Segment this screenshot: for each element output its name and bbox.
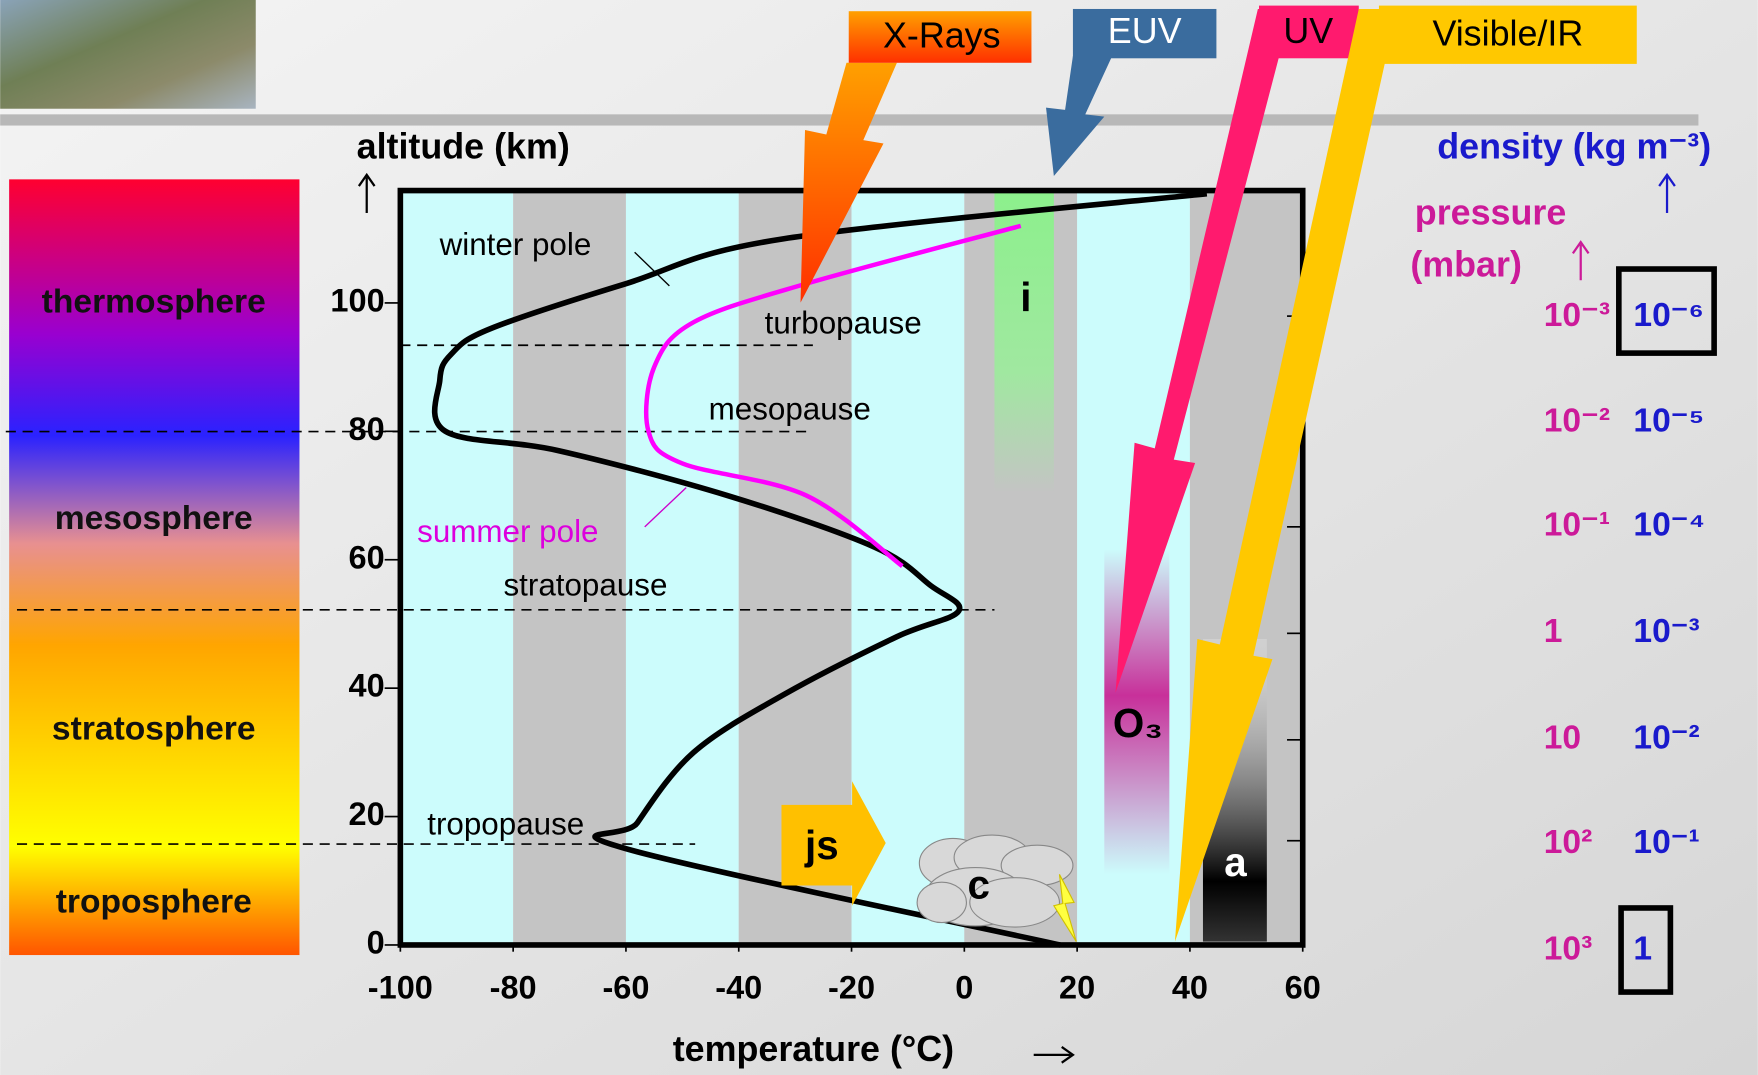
x-tick-label: 60 (1285, 969, 1321, 1005)
marker-label: a (1224, 839, 1247, 885)
annotation: tropopause (427, 806, 584, 841)
axis-arrow-head (357, 172, 376, 187)
radiation-box (848, 11, 1032, 63)
cloud-part (969, 877, 1061, 928)
density-level: 10⁻³ (1633, 613, 1699, 650)
marker-label: i (1020, 274, 1031, 320)
radiation-label: Visible/IR (1432, 13, 1583, 53)
marker-label: O₃ (1113, 700, 1163, 746)
leader (634, 251, 670, 287)
stripe (400, 190, 514, 945)
pressure-level: 10⁻³ (1544, 297, 1610, 334)
radiation-arrow (1174, 8, 1397, 942)
x-axis-title: temperature (°C) (673, 1029, 954, 1069)
x-tick-label: 40 (1172, 969, 1208, 1005)
radiation-box (1259, 5, 1359, 59)
cloud (916, 834, 1074, 928)
layer-label: thermosphere (42, 284, 266, 321)
annotation: turbopause (765, 305, 922, 340)
pressure-level: 10² (1544, 824, 1593, 861)
y-tick-label: 40 (349, 668, 385, 704)
density-title: density (kg m⁻³) (1437, 127, 1711, 167)
stripe (625, 190, 739, 945)
pressure-level: 10⁻² (1544, 402, 1610, 439)
radiation-arrow (1046, 56, 1113, 176)
highlight-box (1618, 905, 1674, 995)
pressure-title: (mbar) (1410, 244, 1522, 284)
highlight-box (1616, 266, 1717, 356)
y-tick-label: 100 (330, 282, 384, 318)
cloud-part (916, 881, 967, 924)
x-tick-label: 20 (1059, 969, 1095, 1005)
radiation-label: X-Rays (883, 16, 1001, 56)
pressure-level: 10⁻¹ (1544, 507, 1610, 544)
annotation: stratopause (503, 568, 667, 603)
density-level: 1 (1633, 930, 1652, 967)
x-tick-label: -40 (715, 969, 762, 1005)
layer-label: stratosphere (52, 711, 256, 748)
radiation-box (1072, 8, 1217, 59)
x-tick-label: 0 (955, 969, 973, 1005)
density-level: 10⁻² (1633, 720, 1699, 757)
x-tick-label: -100 (368, 969, 433, 1005)
pressure-level: 10 (1544, 720, 1581, 757)
radiation-box (1378, 5, 1637, 64)
y-tick-label: 80 (349, 411, 385, 447)
x-tick-label: -60 (602, 969, 649, 1005)
axis-arrow-head (1061, 1046, 1075, 1064)
pressure-title: pressure (1415, 193, 1567, 233)
y-axis-title: altitude (km) (357, 127, 570, 167)
y-tick-label: 60 (349, 539, 385, 575)
annotation: mesopause (709, 392, 871, 427)
series-label: winter pole (439, 227, 592, 262)
density-level: 10⁻⁶ (1633, 297, 1704, 334)
jet-stream-arrow (781, 781, 886, 906)
density-level: 10⁻¹ (1633, 824, 1699, 861)
x-tick-label: -20 (828, 969, 875, 1005)
content: thermosphere mesosphere stratosphere tropos… (5, 5, 1717, 1069)
photo (0, 0, 256, 109)
temperature-line (643, 223, 1022, 568)
layer-label: troposphere (56, 883, 252, 920)
density-level: 10⁻⁴ (1633, 507, 1705, 544)
x-tick-label: -80 (490, 969, 537, 1005)
radiation-arrow (1115, 8, 1292, 693)
density-level: 10⁻⁵ (1633, 402, 1704, 439)
temperature-line (431, 190, 1208, 948)
lightning (1052, 874, 1077, 942)
pressure-level: 10³ (1544, 930, 1593, 967)
series-label: summer pole (417, 514, 598, 549)
leader (644, 487, 687, 528)
ionosphere-band (994, 190, 1054, 494)
y-tick-label: 20 (349, 796, 385, 832)
layer-bar (9, 179, 300, 956)
pressure-level: 1 (1544, 613, 1563, 650)
pressure-arrow-head (1571, 240, 1590, 254)
radiation-label: EUV (1108, 11, 1182, 51)
radiation-arrow (800, 62, 897, 303)
marker-label: js (804, 822, 839, 868)
layer-label: mesosphere (55, 500, 253, 537)
y-tick-label: 0 (367, 925, 385, 961)
radiation-label: UV (1283, 11, 1333, 51)
density-arrow-head (1658, 172, 1676, 187)
marker-label: c (968, 861, 990, 907)
